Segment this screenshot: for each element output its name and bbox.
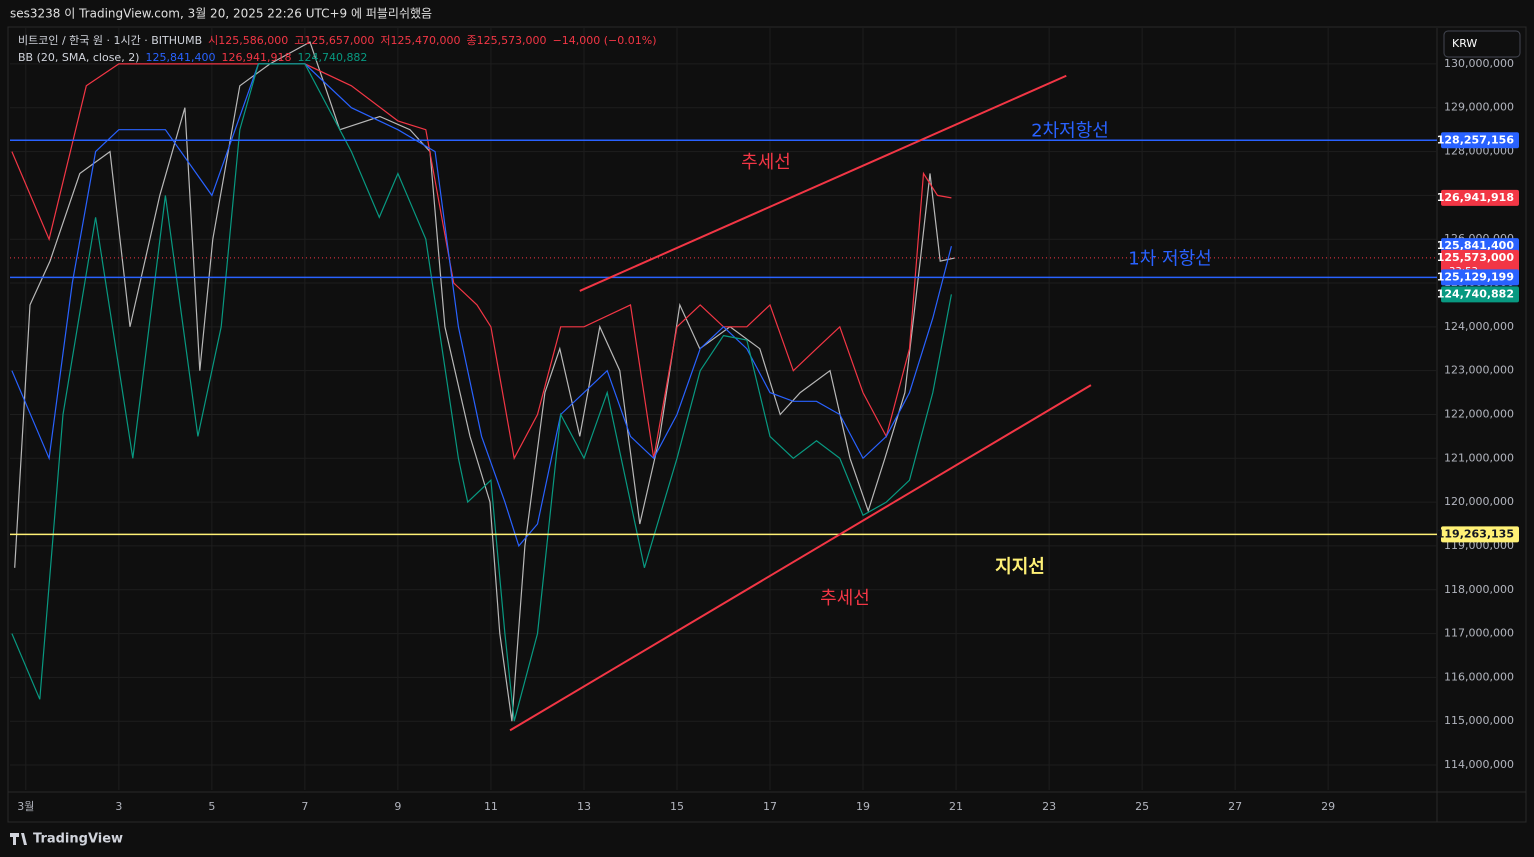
trend-line (579, 74, 1067, 292)
y-tick-label: 124,000,000 (1444, 320, 1514, 333)
legend-symbol: 비트코인 / 한국 원 · 1시간 · BITHUMB (18, 34, 202, 47)
legend-indicator-value: 126,941,918 (221, 51, 291, 64)
x-tick-label: 21 (949, 800, 963, 813)
price-line (11, 63, 952, 722)
legend: KRW 비트코인 / 한국 원 · 1시간 · BITHUMB 시125,586,… (18, 30, 1521, 64)
y-tick-label: 129,000,000 (1444, 101, 1514, 114)
trend-label: 추세선 (741, 152, 791, 173)
legend-ohlc: 고125,657,000 (294, 34, 374, 47)
price-tag-label: 125,129,199 (1437, 270, 1514, 283)
y-tick-label: 117,000,000 (1444, 627, 1514, 640)
legend-indicator-value: 124,740,882 (297, 51, 367, 64)
trend-line (509, 384, 1092, 732)
legend-ohlc: 저125,470,000 (380, 34, 460, 47)
price-tag (1441, 526, 1519, 543)
price-tag-label: 125,841,400 (1437, 239, 1515, 252)
level-label: 지지선 (995, 556, 1045, 577)
y-tick-label: 121,000,000 (1444, 451, 1514, 464)
y-tick-label: 122,000,000 (1444, 407, 1514, 420)
price-tag-label: 124,740,882 (1437, 287, 1514, 300)
x-tick-label: 29 (1321, 800, 1335, 813)
attribution: ses3238 이 TradingView.com, 3월 20, 2025 2… (10, 7, 432, 21)
footer-logo (10, 833, 27, 845)
price-tag (1441, 269, 1519, 286)
legend-ohlc: 시125,586,000 (208, 34, 288, 47)
x-tick-label: 25 (1135, 800, 1149, 813)
price-tag (1441, 132, 1519, 149)
price-tag-label: 119,263,135 (1437, 527, 1514, 540)
price-tag-label: 125,573,000 (1437, 251, 1515, 264)
footer-logo-text: TradingView (33, 832, 123, 847)
price-line (11, 63, 952, 461)
y-tick-label: 130,000,000 (1444, 57, 1514, 70)
trend-label: 추세선 (820, 588, 870, 609)
legend-ohlc: −14,000 (−0.01%) (553, 34, 657, 47)
price-line (14, 41, 956, 722)
x-tick-label: 27 (1228, 800, 1242, 813)
level-label: 1차 저항선 (1128, 248, 1211, 269)
x-tick-label: 11 (484, 800, 498, 813)
legend-ohlc: 종125,573,000 (466, 34, 546, 47)
x-tick-label: 17 (763, 800, 777, 813)
price-tag-label: 128,257,156 (1437, 133, 1515, 146)
y-tick-label: 118,000,000 (1444, 583, 1514, 596)
price-tag-label: 126,941,918 (1437, 191, 1514, 204)
price-tag (1441, 189, 1519, 206)
y-tick-label: 115,000,000 (1444, 714, 1514, 727)
level-label: 2차저항선 (1031, 120, 1109, 141)
x-tick-label: 19 (856, 800, 870, 813)
x-tick-label: 23 (1042, 800, 1056, 813)
y-tick-label: 116,000,000 (1444, 670, 1514, 683)
x-tick-label: 15 (670, 800, 684, 813)
x-tick-label: 3월 (17, 800, 34, 813)
x-tick-label: 5 (208, 800, 215, 813)
y-tick-label: 114,000,000 (1444, 758, 1514, 771)
x-tick-label: 7 (301, 800, 308, 813)
legend-indicator-value: 125,841,400 (145, 51, 215, 64)
x-tick-label: 3 (115, 800, 122, 813)
y-tick-label: 120,000,000 (1444, 495, 1514, 508)
price-tag (1441, 286, 1519, 303)
currency[interactable]: KRW (1452, 37, 1477, 50)
legend-indicator: BB (20, SMA, close, 2) (18, 51, 139, 64)
x-tick-label: 13 (577, 800, 591, 813)
y-tick-label: 123,000,000 (1444, 364, 1514, 377)
axes: 130,000,000129,000,000128,000,000127,000… (17, 57, 1519, 813)
x-tick-label: 9 (394, 800, 401, 813)
currency-button[interactable] (1443, 30, 1521, 58)
